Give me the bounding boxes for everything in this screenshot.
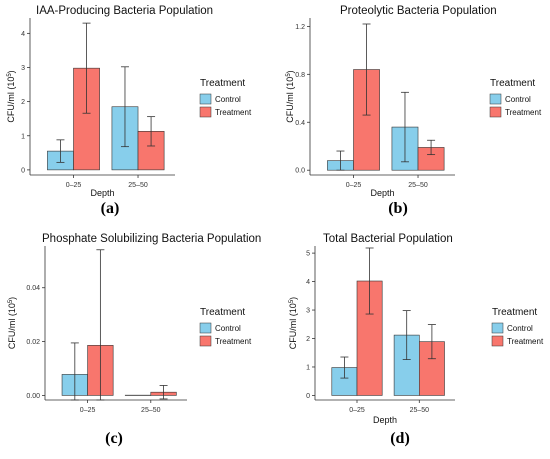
- y-axis-label-main: CFU/ml (10: [285, 77, 295, 123]
- y-tick-label: 5: [306, 251, 310, 258]
- legend-title: Treatment: [492, 307, 537, 318]
- y-axis-label: CFU/ml (105): [7, 297, 17, 349]
- y-tick-label: 0.8: [295, 72, 305, 79]
- x-tick-label: 25–50: [141, 407, 161, 414]
- legend-swatch-treatment: [492, 336, 503, 346]
- x-tick-label: 0–25: [349, 407, 365, 414]
- y-tick-label: 4: [306, 279, 310, 286]
- chart-title: Proteolytic Bacteria Population: [340, 5, 497, 17]
- legend-title: Treatment: [200, 78, 245, 89]
- legend-swatch-control: [200, 94, 211, 104]
- y-tick-label: 2: [21, 99, 25, 106]
- panel-label: (a): [101, 200, 120, 217]
- y-axis-label-main: CFU/ml (10: [288, 303, 298, 349]
- legend-swatch-treatment: [490, 107, 501, 117]
- legend-entry-control: Control: [505, 95, 531, 104]
- x-tick-label: 0–25: [346, 182, 362, 189]
- legend-entry-treatment: Treatment: [215, 108, 252, 117]
- x-axis-label: Depth: [90, 188, 114, 198]
- legend-entry-control: Control: [215, 95, 241, 104]
- y-axis-label-main: CFU/ml (10: [6, 77, 16, 123]
- legend-entry-treatment: Treatment: [507, 337, 544, 346]
- legend-title: Treatment: [200, 307, 245, 318]
- y-tick-label: 3: [306, 308, 310, 315]
- panel-label: (d): [390, 430, 410, 447]
- chart-title: Phosphate Solubilizing Bacteria Populati…: [42, 233, 261, 245]
- y-axis-label-main: CFU/ml (10: [7, 303, 17, 349]
- x-tick-label: 25–50: [408, 182, 428, 189]
- y-tick-label: 0.02: [26, 339, 40, 346]
- legend-entry-control: Control: [215, 324, 241, 333]
- y-tick-label: 0.04: [26, 285, 40, 292]
- y-tick-label: 0: [306, 393, 310, 400]
- legend-title: Treatment: [490, 78, 535, 89]
- legend-swatch-control: [490, 94, 501, 104]
- y-tick-label: 4: [21, 31, 25, 38]
- y-tick-label: 1: [21, 133, 25, 140]
- chart-title: Total Bacterial Population: [323, 233, 453, 245]
- x-tick-label: 25–50: [410, 407, 430, 414]
- y-tick-label: 1: [306, 364, 310, 371]
- y-tick-label: 0.4: [295, 120, 305, 127]
- y-axis-label: CFU/ml (105): [288, 297, 298, 349]
- y-axis-label-close: ): [288, 297, 298, 300]
- y-tick-label: 1.2: [295, 24, 305, 31]
- legend-swatch-treatment: [200, 336, 211, 346]
- x-axis-label: Depth: [373, 415, 397, 425]
- y-axis-label-close: ): [285, 70, 295, 73]
- panel-label: (c): [105, 430, 123, 447]
- y-axis-label-close: ): [6, 70, 16, 73]
- legend-entry-treatment: Treatment: [505, 108, 542, 117]
- y-tick-label: 3: [21, 65, 25, 72]
- legend-entry-control: Control: [507, 324, 533, 333]
- y-axis-label: CFU/ml (105): [6, 70, 16, 122]
- legend-swatch-control: [200, 323, 211, 333]
- y-axis-label: CFU/ml (105): [285, 70, 295, 122]
- y-axis-label-close: ): [7, 297, 17, 300]
- x-tick-label: 0–25: [66, 182, 82, 189]
- x-axis-label: Depth: [370, 188, 394, 198]
- y-tick-label: 0: [21, 167, 25, 174]
- y-tick-label: 2: [306, 336, 310, 343]
- y-tick-label: 0.0: [295, 168, 305, 175]
- panel-label: (b): [388, 200, 408, 217]
- y-tick-label: 0.00: [26, 393, 40, 400]
- x-tick-label: 0–25: [80, 407, 96, 414]
- legend-swatch-control: [492, 323, 503, 333]
- legend-entry-treatment: Treatment: [215, 337, 252, 346]
- chart-title: IAA-Producing Bacteria Population: [36, 5, 213, 17]
- x-tick-label: 25–50: [128, 182, 148, 189]
- legend-swatch-treatment: [200, 107, 211, 117]
